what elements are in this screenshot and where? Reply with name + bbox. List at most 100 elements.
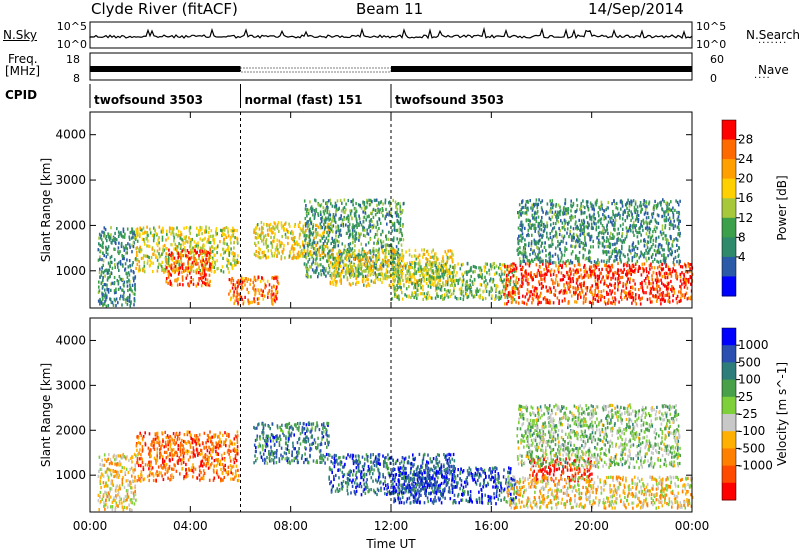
data-cell [306, 275, 309, 279]
data-cell [540, 300, 542, 305]
data-cell [437, 257, 439, 261]
data-cell [592, 214, 594, 218]
data-cell [238, 281, 240, 285]
data-cell [222, 241, 225, 245]
data-cell [641, 224, 644, 228]
data-cell [358, 252, 360, 256]
data-cell [614, 301, 616, 305]
data-cell [634, 269, 636, 273]
data-cell [323, 253, 326, 257]
data-cell [173, 256, 176, 260]
data-cell [398, 297, 400, 301]
data-cell [186, 249, 189, 253]
data-cell [523, 259, 526, 263]
data-cell [662, 291, 664, 295]
data-cell [664, 271, 667, 275]
data-cell [275, 225, 277, 229]
data-cell [639, 204, 641, 208]
data-cell [572, 238, 575, 242]
data-cell [397, 213, 399, 217]
data-cell [679, 279, 682, 283]
data-cell [232, 234, 235, 238]
data-cell [344, 210, 346, 215]
data-cell [521, 200, 523, 204]
data-cell [158, 236, 160, 240]
data-cell [606, 276, 608, 280]
data-cell [294, 255, 296, 259]
data-cell [392, 198, 394, 203]
data-cell [535, 216, 538, 220]
data-cell [215, 228, 217, 232]
data-cell [197, 241, 199, 245]
data-cell [382, 264, 385, 268]
data-cell [607, 239, 610, 243]
data-cell [641, 207, 643, 211]
data-cell [173, 268, 175, 272]
data-cell [320, 263, 322, 267]
data-cell [422, 273, 425, 277]
data-cell [207, 230, 210, 235]
data-cell [583, 243, 586, 247]
data-cell [222, 247, 224, 251]
data-cell [327, 216, 330, 220]
data-cell [647, 235, 650, 239]
cpid-label: CPID [5, 88, 38, 102]
data-cell [462, 274, 464, 278]
data-cell [421, 248, 423, 252]
data-cell [316, 268, 318, 272]
data-cell [176, 245, 179, 249]
data-cell [396, 258, 399, 263]
data-cell [360, 242, 363, 246]
data-cell [377, 241, 379, 245]
data-cell [397, 257, 400, 262]
data-cell [148, 244, 151, 249]
data-cell [306, 214, 308, 218]
data-cell [639, 230, 641, 234]
data-cell [495, 287, 498, 291]
data-cell [339, 264, 342, 268]
data-cell [343, 198, 346, 202]
data-cell [364, 206, 367, 210]
data-cell [305, 222, 307, 226]
data-cell [180, 261, 183, 265]
data-cell [512, 291, 515, 295]
data-cell [638, 256, 640, 260]
data-cell [617, 271, 619, 275]
data-cell [656, 213, 659, 217]
data-cell [667, 265, 670, 269]
data-cell [583, 263, 586, 268]
data-cell [336, 280, 338, 284]
data-cell [527, 206, 529, 210]
data-cell [434, 280, 436, 284]
data-cell [663, 214, 666, 218]
data-cell [613, 223, 616, 227]
data-cell [544, 241, 546, 245]
data-cell [310, 252, 312, 256]
data-cell [497, 266, 500, 270]
data-cell [153, 226, 155, 230]
data-cell [607, 231, 609, 235]
data-cell [671, 223, 674, 227]
data-cell [229, 289, 232, 293]
data-cell [219, 240, 221, 244]
data-cell [589, 237, 592, 241]
data-cell [517, 211, 520, 215]
data-cell [630, 272, 632, 277]
data-cell [576, 227, 579, 231]
data-cell [519, 212, 522, 216]
data-cell [385, 247, 388, 252]
data-cell [189, 265, 191, 269]
data-cell [616, 213, 619, 217]
data-cell [522, 205, 525, 209]
data-cell [627, 211, 629, 215]
data-cell [579, 207, 582, 211]
data-cell [288, 222, 290, 226]
data-cell [443, 264, 445, 268]
data-cell [394, 292, 396, 296]
data-cell [620, 295, 622, 299]
data-cell [304, 238, 306, 242]
data-cell [362, 276, 365, 281]
data-cell [572, 227, 575, 231]
data-cell [360, 206, 363, 210]
data-cell [479, 266, 482, 270]
